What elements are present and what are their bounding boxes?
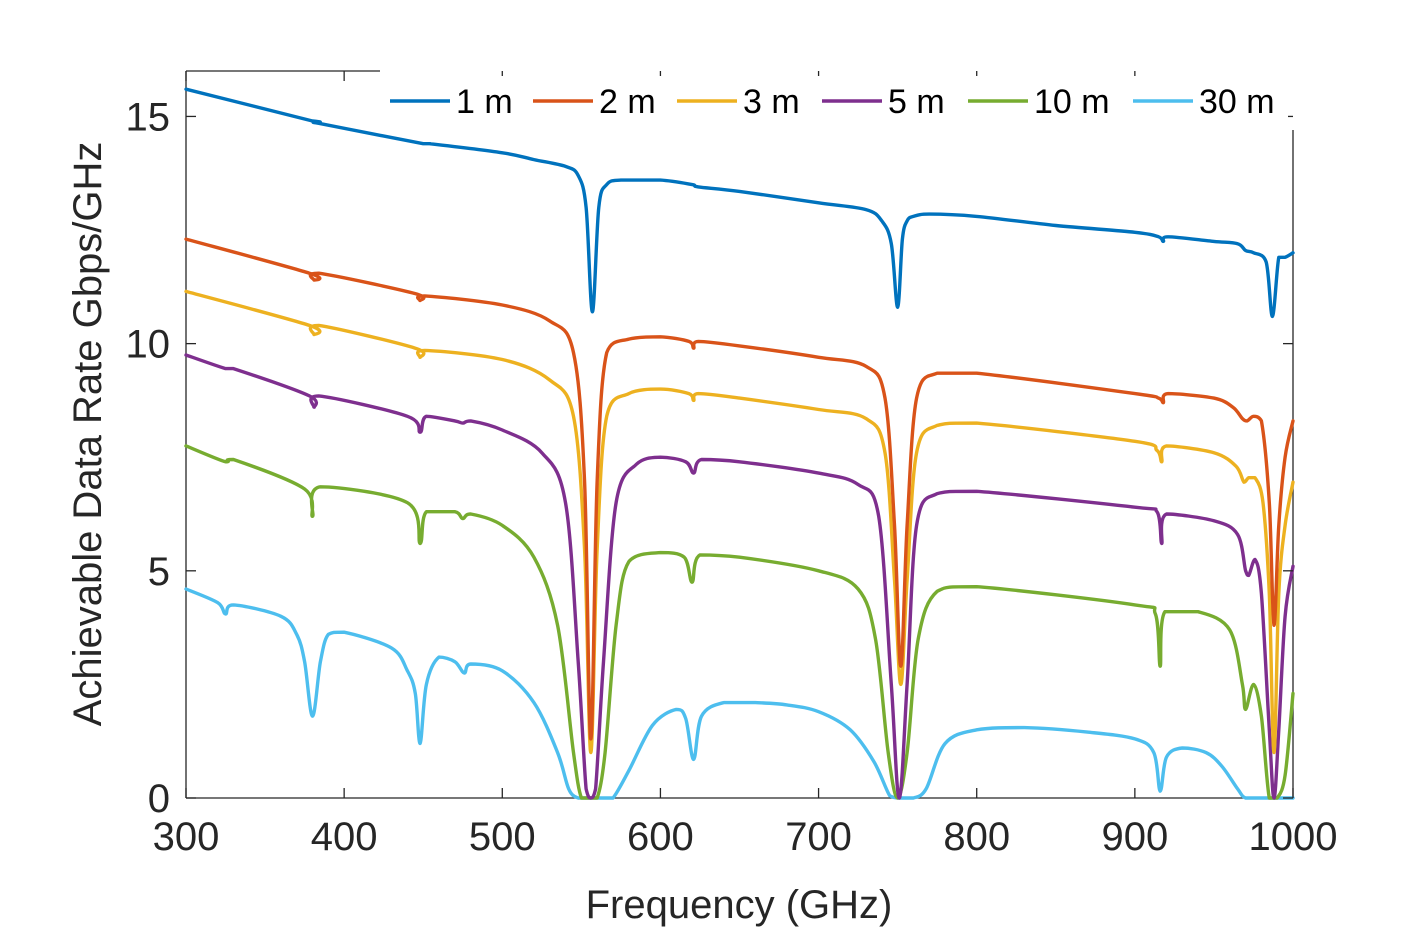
- axis-ticks: 300 400 500 600 700 800 900 1000 0 5 10 15: [126, 71, 1338, 859]
- y-tick-label: 5: [148, 550, 170, 594]
- legend-label: 2 m: [599, 83, 656, 121]
- legend-label: 10 m: [1034, 83, 1110, 121]
- y-axis-label: Achievable Data Rate Gbps/GHz: [66, 142, 110, 727]
- legend-label: 3 m: [743, 83, 800, 121]
- x-tick-label: 500: [469, 815, 536, 859]
- plot-lines: [184, 87, 1295, 800]
- series-line-5m: [184, 353, 1295, 800]
- axes-box: [185, 70, 1294, 799]
- legend-label: 1 m: [456, 83, 513, 121]
- x-axis-label: Frequency (GHz): [586, 883, 893, 927]
- legend-label: 30 m: [1199, 83, 1275, 121]
- y-tick-label: 10: [126, 323, 171, 367]
- x-tick-label: 300: [153, 815, 220, 859]
- y-tick-label: 15: [126, 95, 171, 139]
- series-line-1m: [184, 87, 1295, 319]
- y-tick-label: 0: [148, 777, 170, 821]
- series-line-2m: [184, 237, 1295, 741]
- series-line-30m: [184, 587, 1295, 800]
- x-tick-label: 400: [311, 815, 378, 859]
- x-tick-label: 1000: [1249, 815, 1338, 859]
- x-tick-label: 700: [785, 815, 852, 859]
- x-tick-label: 900: [1101, 815, 1168, 859]
- legend: 1 m 2 m 3 m 5 m 10 m 30 m: [386, 76, 1288, 128]
- x-tick-label: 800: [943, 815, 1010, 859]
- series-line-3m: [184, 289, 1295, 755]
- series-line-10m: [184, 444, 1295, 800]
- legend-label: 5 m: [888, 83, 945, 121]
- x-tick-label: 600: [627, 815, 694, 859]
